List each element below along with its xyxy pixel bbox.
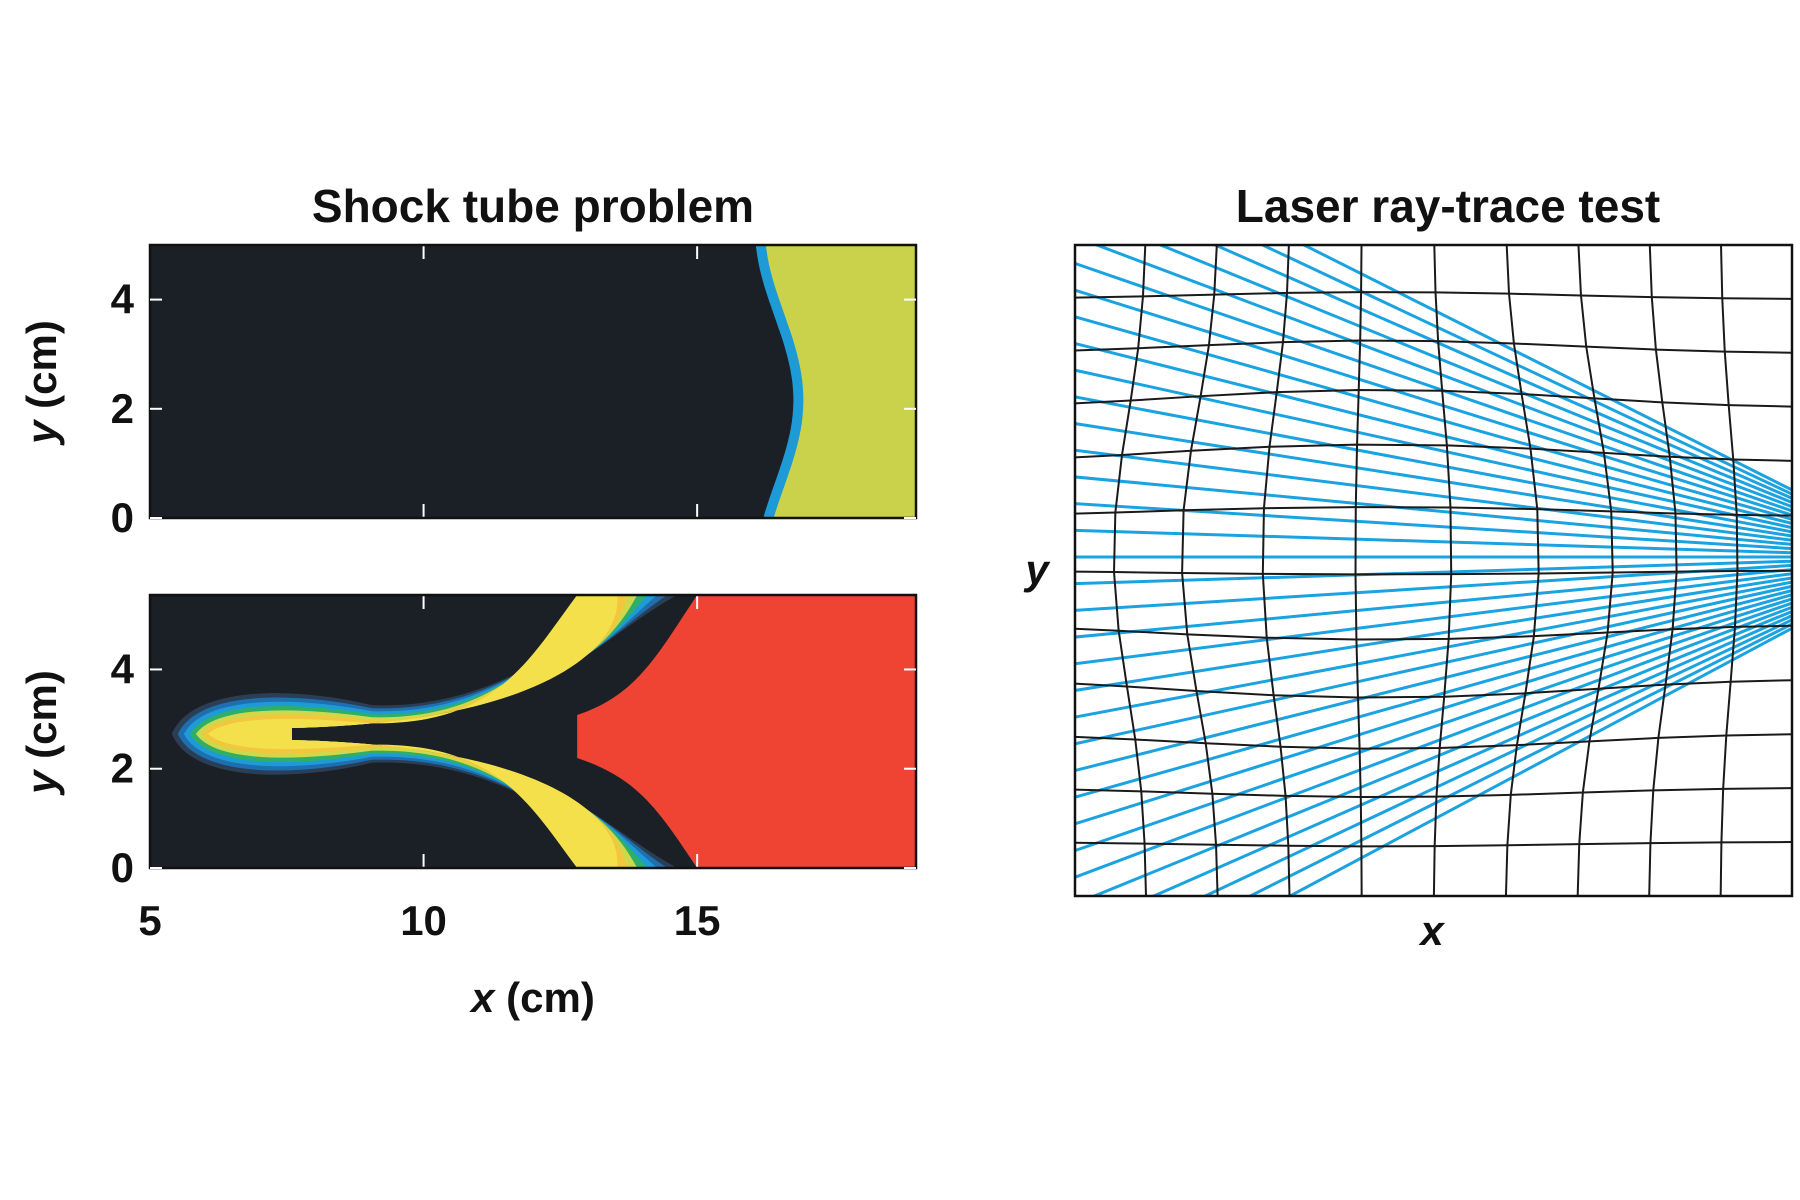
ray-20 bbox=[1075, 572, 1792, 666]
panel-bottom-ylabel-var: y bbox=[18, 768, 65, 796]
ray-4 bbox=[1092, 245, 1792, 509]
panel-top-ylabel: y (cm) bbox=[18, 320, 65, 446]
ray-8 bbox=[1075, 341, 1792, 526]
mesh-col-7 bbox=[1576, 245, 1614, 896]
ray-3 bbox=[1156, 245, 1792, 505]
mesh-col-10 bbox=[1791, 245, 1792, 896]
mesh-col-5 bbox=[1432, 245, 1453, 896]
ray-12 bbox=[1075, 448, 1792, 542]
ray-28 bbox=[1075, 605, 1792, 879]
panel-top-ytick-label-2: 4 bbox=[111, 276, 135, 323]
ray-trace-title: Laser ray-trace test bbox=[1236, 180, 1660, 232]
ray-trace-ylabel: y bbox=[1023, 546, 1051, 593]
mesh-col-2 bbox=[1181, 245, 1219, 896]
panel-bottom-frame bbox=[148, 593, 918, 870]
panel-top-ylabel-unit: (cm) bbox=[18, 320, 65, 420]
panel-top-ytick-label-0: 0 bbox=[111, 494, 134, 541]
panel-bottom-ylabel-unit: (cm) bbox=[18, 670, 65, 770]
ray-17 bbox=[1075, 559, 1792, 586]
panel-top-ytick-label-1: 2 bbox=[111, 385, 134, 432]
ray-5 bbox=[1075, 261, 1792, 513]
shock-tube-title: Shock tube problem bbox=[312, 180, 754, 232]
ray-0 bbox=[1300, 245, 1792, 492]
panel-bottom-ytick-label-1: 2 bbox=[111, 745, 134, 792]
mesh-col-6 bbox=[1504, 245, 1540, 896]
shock-front-edge bbox=[755, 245, 804, 518]
ray-13 bbox=[1075, 475, 1792, 546]
plume-contours bbox=[171, 595, 916, 868]
panel-bottom-ytick-label-0: 0 bbox=[111, 844, 134, 891]
shock-front-region bbox=[760, 245, 916, 518]
ray-trace-frame bbox=[1073, 243, 1794, 898]
shock-xlabel: x (cm) bbox=[469, 974, 595, 1021]
panel-bottom-ytick-label-2: 4 bbox=[111, 645, 135, 692]
plume-band-6 bbox=[207, 595, 618, 868]
ray-15 bbox=[1075, 528, 1792, 555]
mesh-lines bbox=[1075, 245, 1792, 896]
ray-26 bbox=[1075, 597, 1792, 826]
ray-7 bbox=[1075, 315, 1792, 521]
shock-xlabel-var: x bbox=[469, 974, 496, 1021]
ray-24 bbox=[1075, 588, 1792, 773]
shock-xtick-label-0: 5 bbox=[138, 897, 161, 944]
shock-panel-bottom: 0 2 4 5 10 15 y (cm) x (cm) bbox=[18, 593, 918, 1021]
ray-trace-panel: y x bbox=[1023, 243, 1794, 954]
ray-30 bbox=[1150, 614, 1792, 896]
mesh-col-0 bbox=[1075, 245, 1076, 896]
mesh-col-8 bbox=[1648, 245, 1678, 896]
mesh-col-4 bbox=[1354, 245, 1363, 896]
ray-trace-xlabel: x bbox=[1418, 907, 1445, 954]
hot-region bbox=[577, 595, 916, 868]
shock-panel-top: 0 2 4 y (cm) bbox=[18, 243, 918, 541]
shock-xlabel-unit: (cm) bbox=[495, 974, 595, 1021]
ray-29 bbox=[1090, 609, 1792, 896]
ray-27 bbox=[1075, 601, 1792, 853]
mesh-col-9 bbox=[1719, 245, 1739, 896]
mesh-col-3 bbox=[1261, 245, 1291, 896]
ray-1 bbox=[1259, 245, 1792, 496]
panel-top-ylabel-var: y bbox=[18, 418, 65, 446]
ray-19 bbox=[1075, 568, 1792, 639]
panel-bottom-ylabel: y (cm) bbox=[18, 670, 65, 796]
ray-25 bbox=[1075, 593, 1792, 799]
ray-31 bbox=[1201, 618, 1792, 896]
shock-xtick-label-1: 10 bbox=[400, 897, 447, 944]
ray-6 bbox=[1075, 288, 1792, 517]
ray-33 bbox=[1286, 626, 1792, 896]
shock-xtick-label-2: 15 bbox=[674, 897, 721, 944]
mesh-col-1 bbox=[1113, 245, 1147, 896]
panel-top-frame bbox=[148, 243, 918, 520]
